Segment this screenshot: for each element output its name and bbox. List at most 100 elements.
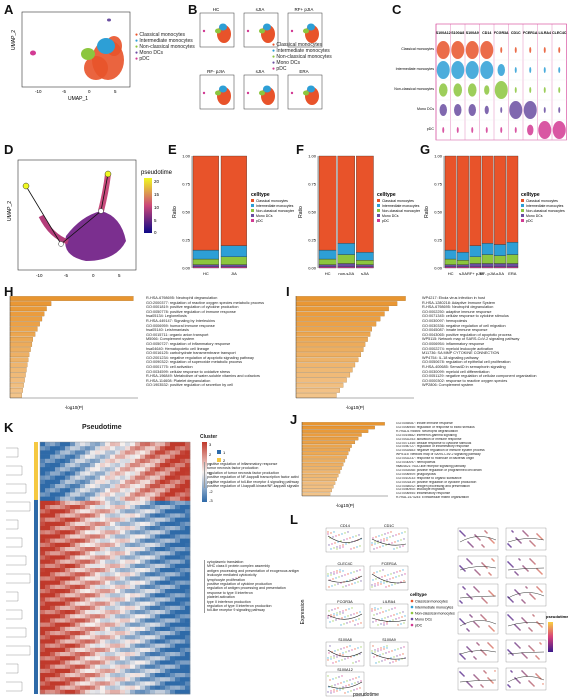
enrichment-term: type II interferon production	[207, 599, 251, 604]
heatmap-cell	[150, 517, 156, 523]
panel-label-k: K	[4, 420, 14, 435]
heatmap-cell	[55, 458, 61, 464]
heatmap-cell	[80, 652, 86, 657]
heatmap-cell	[110, 492, 116, 497]
heatmap-cell	[105, 538, 111, 544]
xtick-label: sJIA	[459, 271, 467, 276]
heatmap-cell	[165, 500, 171, 506]
heatmap-cell	[95, 555, 101, 560]
heatmap-cell	[150, 593, 156, 598]
violin-shape	[465, 61, 479, 79]
gene-point	[341, 533, 343, 535]
pseudotime-trend-line	[507, 538, 545, 543]
heatmap-cell	[160, 572, 166, 577]
pseudotime-point	[532, 596, 534, 598]
heatmap-cell	[140, 488, 146, 493]
heatmap-cell	[165, 576, 171, 581]
heatmap-cell	[145, 517, 151, 523]
enrichment-bar	[295, 301, 398, 307]
dendrogram-branch	[6, 627, 27, 638]
pseudotime-point	[474, 622, 476, 624]
pseudotime-point	[535, 673, 537, 675]
violin-shape	[543, 107, 546, 113]
heatmap-cell	[70, 542, 76, 548]
heatmap-cell	[120, 547, 126, 552]
heatmap-cell	[170, 580, 176, 586]
heatmap-cell	[160, 576, 166, 581]
heatmap-cell	[60, 668, 66, 674]
heatmap-cell	[95, 484, 101, 489]
heatmap-cell	[130, 454, 136, 460]
gene-point	[339, 545, 341, 547]
heatmap-cell	[110, 463, 116, 468]
heatmap-cell	[170, 450, 176, 455]
heatmap-cell	[120, 534, 126, 539]
gene-point	[371, 544, 373, 546]
heatmap-cell	[160, 677, 166, 682]
legend-swatch	[251, 214, 254, 217]
heatmap-cell	[40, 563, 46, 569]
heatmap-cell	[120, 526, 126, 531]
heatmap-cell	[40, 505, 46, 510]
heatmap-cell	[95, 656, 101, 661]
gene-point	[327, 533, 329, 535]
pseudotime-point	[471, 616, 473, 618]
heatmap-cell	[105, 509, 111, 514]
gene-point	[383, 582, 385, 584]
heatmap-cell	[100, 568, 106, 573]
enrichment-term: leukocyte mediated cytotoxicity	[207, 573, 257, 578]
heatmap-cell	[90, 584, 96, 590]
heatmap-cell	[145, 542, 151, 548]
heatmap-cell	[115, 496, 121, 502]
gene-subplot-title: CD1C	[384, 524, 395, 528]
heatmap-cell	[160, 442, 166, 447]
heatmap-cell	[155, 534, 161, 539]
heatmap-cell	[60, 660, 66, 665]
pseudotime-point	[525, 533, 527, 535]
heatmap-cell	[185, 484, 191, 489]
violin-row-label: Classical monocytes	[401, 47, 434, 51]
heatmap-cell	[110, 442, 116, 447]
heatmap-cell	[180, 517, 186, 523]
pseudotime-point	[533, 650, 535, 652]
gene-point	[331, 543, 333, 545]
pseudotime-point	[536, 674, 538, 676]
heatmap-cell	[150, 559, 156, 565]
heatmap-cell	[125, 572, 131, 577]
pseudotime-point	[538, 570, 540, 572]
heatmap-cell	[100, 559, 106, 565]
heatmap-cell	[155, 677, 161, 682]
heatmap-cell	[150, 664, 156, 670]
heatmap-cell	[110, 580, 116, 586]
heatmap-cell	[125, 689, 131, 695]
heatmap-cell	[45, 677, 51, 682]
heatmap-cell	[180, 492, 186, 497]
heatmap-cell	[95, 572, 101, 577]
heatmap-cell	[80, 442, 86, 447]
heatmap-cell	[145, 605, 151, 611]
heatmap-cell	[145, 505, 151, 510]
heatmap-cell	[130, 530, 136, 535]
heatmap-cell	[175, 521, 181, 527]
heatmap-cell	[90, 572, 96, 577]
heatmap-cell	[105, 559, 111, 565]
gene-point	[383, 540, 385, 542]
pseudotime-point	[470, 615, 472, 617]
heatmap-cell	[130, 484, 136, 489]
heatmap-cell	[40, 446, 46, 451]
enrichment-term: GO:0043065: positive regulation of apopt…	[422, 332, 512, 337]
enrichment-bar	[9, 387, 23, 393]
heatmap-cell	[135, 601, 141, 607]
heatmap-cell	[160, 555, 166, 560]
stacked-bar-segment	[444, 266, 457, 269]
heatmap-cell	[155, 450, 161, 455]
axis-xlabel-l: pseudotime	[353, 692, 379, 698]
enrichment-term: response to type II interferon	[207, 590, 253, 595]
gene-point	[393, 656, 395, 658]
heatmap-cell	[165, 454, 171, 460]
pseudotime-point	[530, 541, 532, 543]
pseudotime-point	[466, 646, 468, 648]
axis-ylabel: Ratio	[424, 206, 430, 218]
heatmap-cell	[105, 534, 111, 539]
